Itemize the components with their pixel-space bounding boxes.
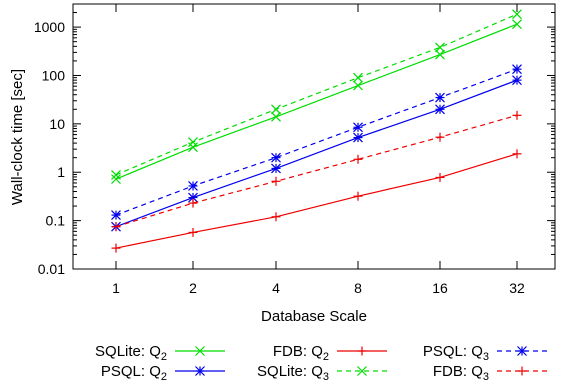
data-point (512, 149, 522, 159)
data-point (111, 243, 121, 253)
data-point (353, 72, 363, 83)
series-fdbq-q2 (111, 149, 522, 253)
y-tick-labels: 0.01 0.1 1 10 100 1000 (34, 19, 65, 277)
legend-marker (357, 346, 367, 356)
series-fdbq-q3 (111, 110, 522, 232)
data-point (271, 176, 281, 186)
series-psqlq-q3 (111, 64, 522, 221)
x-tick-label: 16 (432, 280, 448, 296)
data-point (188, 227, 198, 237)
data-point (271, 163, 281, 174)
series-psqlq-q2 (111, 75, 522, 232)
data-point (111, 174, 121, 185)
data-point (435, 172, 445, 182)
x-tick-label: 32 (509, 280, 525, 296)
x-tick-label: 8 (354, 280, 362, 296)
data-point (512, 110, 522, 120)
legend-item: PSQL: Q2 (101, 363, 225, 382)
legend-label: FDB: Q3 (433, 363, 489, 382)
data-point (188, 198, 198, 208)
series-line (115, 153, 518, 249)
series-layer (111, 9, 522, 253)
data-point (271, 152, 281, 163)
data-point (435, 104, 445, 115)
y-tick-label: 0.01 (38, 261, 65, 277)
legend-item: SQLite: Q2 (95, 343, 225, 363)
series-line (115, 68, 518, 216)
data-point (271, 212, 281, 222)
data-point (271, 104, 281, 115)
series-sqliteq-q3 (111, 9, 522, 180)
plot-frame (72, 3, 556, 270)
y-tick-label: 100 (42, 67, 66, 83)
data-point (353, 132, 363, 143)
legend-item: PSQL: Q3 (423, 343, 547, 363)
legend-label: PSQL: Q2 (101, 363, 167, 382)
data-point (435, 42, 445, 53)
series-sqliteq-q2 (111, 19, 522, 185)
y-tick-label: 10 (49, 116, 65, 132)
data-point (353, 122, 363, 133)
legend-marker (357, 366, 367, 376)
data-point (353, 80, 363, 91)
y-tick-label: 1000 (34, 19, 65, 35)
data-point (435, 49, 445, 60)
y-tick-label: 1 (57, 164, 65, 180)
data-point (512, 64, 522, 75)
legend-label: SQLite: Q3 (257, 363, 329, 382)
legend-item: FDB: Q2 (273, 343, 387, 363)
data-point (188, 192, 198, 203)
y-tick-label: 0.1 (46, 213, 66, 229)
legend-marker (195, 366, 205, 376)
series-line (115, 23, 518, 180)
data-point (271, 111, 281, 122)
data-point (111, 169, 121, 180)
x-tick-label: 1 (112, 280, 120, 296)
data-point (512, 9, 522, 20)
data-point (353, 191, 363, 201)
data-point (111, 222, 121, 232)
data-point (353, 154, 363, 164)
legend-label: FDB: Q2 (273, 343, 329, 363)
data-point (188, 181, 198, 191)
y-axis-label: Wall-clock time [sec] (9, 69, 26, 205)
legend-marker (517, 366, 527, 376)
series-line (115, 79, 518, 228)
data-point (435, 132, 445, 142)
legend-label: SQLite: Q2 (95, 343, 167, 363)
legend-item: FDB: Q3 (433, 363, 547, 382)
data-point (188, 137, 198, 148)
x-tick-label: 2 (189, 280, 197, 296)
x-axis-label: Database Scale (261, 308, 367, 325)
legend-item: SQLite: Q3 (257, 363, 387, 382)
legend-label: PSQL: Q3 (423, 343, 489, 363)
series-line (115, 114, 518, 228)
data-point (512, 19, 522, 30)
legend-marker (517, 346, 527, 356)
series-line (115, 13, 518, 176)
data-point (435, 92, 445, 103)
data-point (512, 75, 522, 86)
data-point (111, 210, 121, 221)
axis-ticks (73, 3, 555, 270)
legend-marker (195, 346, 205, 356)
x-tick-labels: 1 2 4 8 16 32 (112, 280, 525, 296)
data-point (188, 142, 198, 153)
x-tick-label: 4 (272, 280, 280, 296)
